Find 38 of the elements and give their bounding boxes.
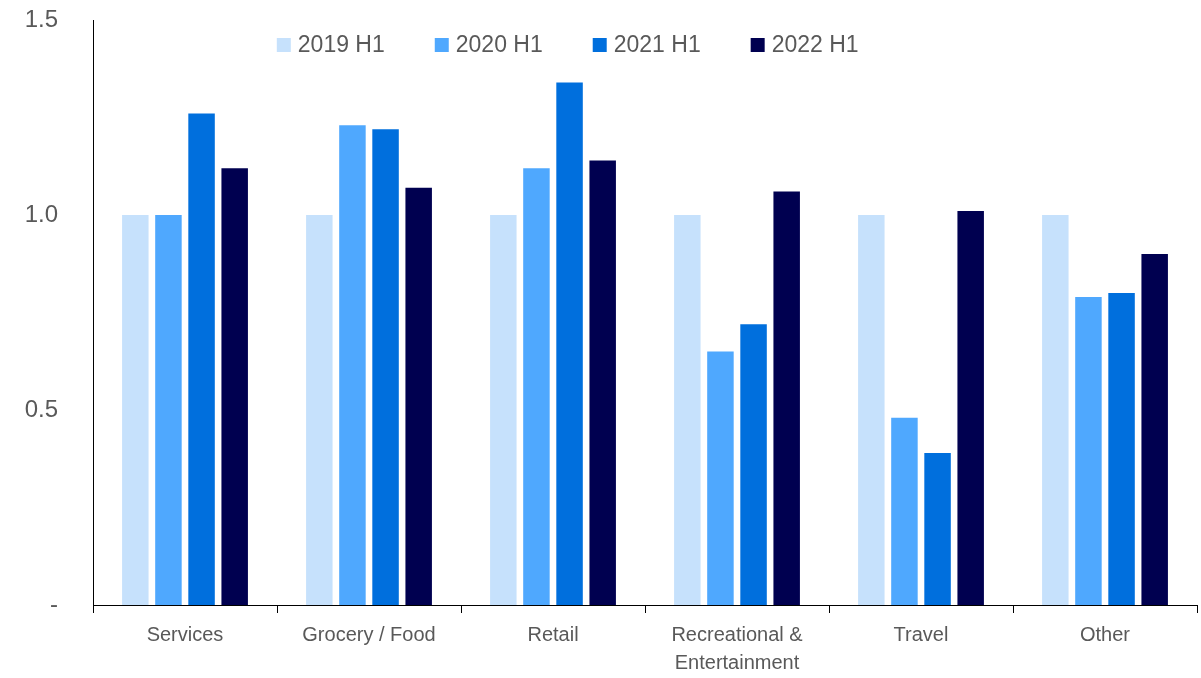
legend-label: 2019 H1 <box>297 31 385 58</box>
y-tick-label: 1.0 <box>24 199 58 227</box>
x-tick-label: Travel <box>893 622 949 645</box>
bar <box>1042 215 1069 605</box>
bar <box>556 82 583 605</box>
bar <box>372 129 399 605</box>
bar <box>122 215 149 605</box>
bar <box>957 211 984 605</box>
bar <box>490 215 517 605</box>
bar <box>674 215 701 605</box>
bar <box>1075 296 1102 605</box>
bar <box>339 125 366 605</box>
bar <box>707 351 734 605</box>
y-tick-label: - <box>50 589 58 617</box>
bar <box>589 160 616 605</box>
bar <box>405 187 432 605</box>
y-tick-label: 0.5 <box>24 394 58 422</box>
legend-label: 2020 H1 <box>455 31 543 58</box>
legend-label: 2021 H1 <box>613 31 701 58</box>
bar <box>924 452 951 605</box>
x-tick-label: Services <box>146 622 224 645</box>
y-tick-label: 1.5 <box>24 4 58 32</box>
x-tick-label: Grocery / Food <box>302 622 436 645</box>
x-tick-label: Other <box>1079 622 1131 645</box>
bar <box>221 168 248 605</box>
bar <box>1141 254 1168 605</box>
bar <box>858 215 885 605</box>
bar <box>523 168 550 605</box>
bar <box>155 215 182 605</box>
bar <box>1108 293 1135 605</box>
bar <box>891 417 918 605</box>
x-tick-label: Recreational & Entertainment <box>671 622 804 673</box>
bar <box>740 324 767 605</box>
bar <box>773 191 800 605</box>
legend-label: 2022 H1 <box>771 31 859 58</box>
x-tick-label: Retail <box>527 622 579 645</box>
bar <box>188 113 215 605</box>
bar <box>306 215 333 605</box>
